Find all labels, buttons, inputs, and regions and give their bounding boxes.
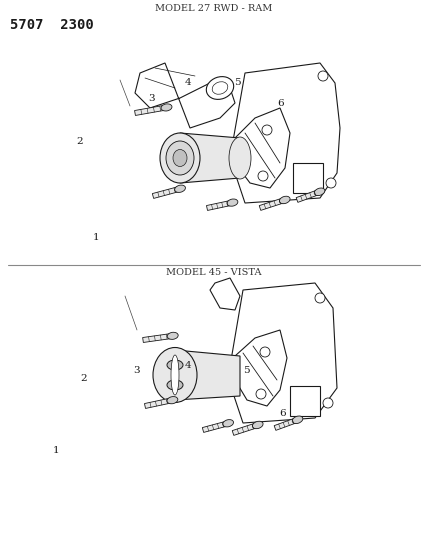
Ellipse shape xyxy=(206,77,234,99)
Polygon shape xyxy=(235,108,290,188)
Text: MODEL 27 RWD - RAM: MODEL 27 RWD - RAM xyxy=(155,4,273,13)
Polygon shape xyxy=(206,200,233,211)
Text: 2: 2 xyxy=(80,374,87,383)
Text: 4: 4 xyxy=(185,78,192,87)
Polygon shape xyxy=(228,283,337,423)
Text: 1: 1 xyxy=(52,446,59,455)
Text: 3: 3 xyxy=(134,366,140,375)
Text: 3: 3 xyxy=(149,94,155,103)
Ellipse shape xyxy=(173,149,187,166)
Polygon shape xyxy=(152,187,181,198)
Circle shape xyxy=(256,389,266,399)
Polygon shape xyxy=(290,386,320,416)
Polygon shape xyxy=(180,133,240,183)
Ellipse shape xyxy=(167,360,183,370)
Ellipse shape xyxy=(212,82,228,94)
Text: 4: 4 xyxy=(185,361,192,369)
Ellipse shape xyxy=(253,421,263,429)
Text: 1: 1 xyxy=(93,233,100,241)
Ellipse shape xyxy=(227,199,238,206)
Polygon shape xyxy=(135,63,235,128)
Polygon shape xyxy=(230,63,340,203)
Circle shape xyxy=(262,125,272,135)
Polygon shape xyxy=(296,189,321,203)
Ellipse shape xyxy=(153,348,197,402)
Ellipse shape xyxy=(223,419,234,427)
Circle shape xyxy=(315,293,325,303)
Polygon shape xyxy=(202,421,229,432)
Ellipse shape xyxy=(175,185,185,192)
Text: MODEL 45 - VISTA: MODEL 45 - VISTA xyxy=(166,268,262,277)
Polygon shape xyxy=(235,330,287,406)
Ellipse shape xyxy=(167,332,178,340)
Polygon shape xyxy=(175,350,240,400)
Text: 5: 5 xyxy=(234,78,241,87)
Circle shape xyxy=(318,71,328,81)
Ellipse shape xyxy=(167,380,183,390)
Text: 2: 2 xyxy=(76,137,83,146)
Ellipse shape xyxy=(161,104,172,111)
Polygon shape xyxy=(274,417,298,430)
Text: 6: 6 xyxy=(277,100,284,108)
Circle shape xyxy=(323,398,333,408)
Circle shape xyxy=(260,347,270,357)
Text: 6: 6 xyxy=(279,409,286,417)
Ellipse shape xyxy=(171,355,179,395)
Ellipse shape xyxy=(160,133,200,183)
Polygon shape xyxy=(293,163,323,193)
Ellipse shape xyxy=(167,397,178,404)
Circle shape xyxy=(326,178,336,188)
Polygon shape xyxy=(134,105,167,116)
Polygon shape xyxy=(145,398,173,408)
Polygon shape xyxy=(143,333,173,343)
Ellipse shape xyxy=(166,141,194,175)
Text: 5707  2300: 5707 2300 xyxy=(10,18,94,32)
Ellipse shape xyxy=(229,137,251,179)
Polygon shape xyxy=(259,198,285,211)
Circle shape xyxy=(258,171,268,181)
Polygon shape xyxy=(210,278,240,310)
Ellipse shape xyxy=(279,196,290,204)
Ellipse shape xyxy=(314,188,325,196)
Text: 5: 5 xyxy=(243,366,250,375)
Ellipse shape xyxy=(292,416,303,424)
Polygon shape xyxy=(232,423,259,435)
